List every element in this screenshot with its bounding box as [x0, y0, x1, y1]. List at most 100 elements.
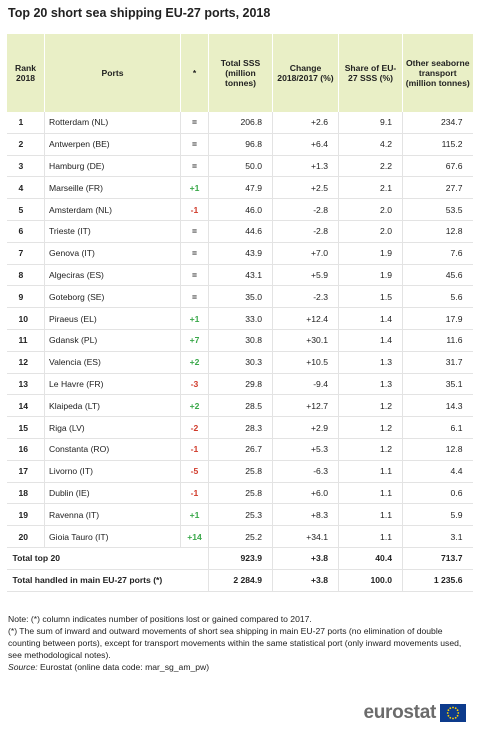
position-change-cell: +1 — [180, 503, 209, 527]
position-change-cell: = — [180, 285, 209, 309]
table-row: 13 Le Havre (FR) -3 29.8 -9.4 1.3 35.1 — [6, 373, 473, 396]
position-change-cell: +1 — [180, 176, 209, 200]
value-cell: -2.3 — [272, 285, 339, 309]
rank-cell: 18 — [6, 482, 45, 505]
port-cell: Algeciras (ES) — [44, 264, 181, 287]
value-cell: 27.7 — [402, 176, 473, 200]
value-cell: 1 235.6 — [402, 568, 473, 592]
value-cell: 28.3 — [208, 416, 273, 439]
total-label: Total handled in main EU-27 ports (*) — [6, 568, 209, 592]
value-cell: +6.0 — [272, 482, 339, 505]
port-cell: Rotterdam (NL) — [44, 112, 181, 134]
port-cell: Valencia (ES) — [44, 351, 181, 374]
table-row: 6 Trieste (IT) = 44.6 -2.8 2.0 12.8 — [6, 220, 473, 243]
value-cell: 234.7 — [402, 112, 473, 134]
value-cell: 4.2 — [338, 133, 403, 156]
table-row: 5 Amsterdam (NL) -1 46.0 -2.8 2.0 53.5 — [6, 198, 473, 221]
value-cell: 47.9 — [208, 176, 273, 200]
table-body: 1 Rotterdam (NL) = 206.8 +2.6 9.1 234.7 2 Antwer… — [6, 112, 473, 592]
value-cell: 29.8 — [208, 373, 273, 396]
table-row: 9 Goteborg (SE) = 35.0 -2.3 1.5 5.6 — [6, 285, 473, 309]
value-cell: 1.9 — [338, 264, 403, 287]
value-cell: +34.1 — [272, 525, 339, 548]
total-label: Total top 20 — [6, 546, 209, 570]
value-cell: 30.8 — [208, 329, 273, 352]
table-row: 18 Dublin (IE) -1 25.8 +6.0 1.1 0.6 — [6, 482, 473, 505]
port-cell: Piraeus (EL) — [44, 307, 181, 330]
column-header: Ports — [44, 34, 181, 112]
value-cell: +30.1 — [272, 329, 339, 352]
rank-cell: 8 — [6, 264, 45, 287]
value-cell: 1.2 — [338, 394, 403, 418]
table-row: 2 Antwerpen (BE) = 96.8 +6.4 4.2 115.2 — [6, 133, 473, 156]
rank-cell: 2 — [6, 133, 45, 156]
rank-cell: 4 — [6, 176, 45, 200]
table-row: 17 Livorno (IT) -5 25.8 -6.3 1.1 4.4 — [6, 460, 473, 483]
source-label: Source: — [8, 662, 38, 672]
rank-cell: 14 — [6, 394, 45, 418]
position-change-cell: -1 — [180, 482, 209, 505]
position-change-cell: = — [180, 220, 209, 243]
value-cell: +2.9 — [272, 416, 339, 439]
position-change-cell: +7 — [180, 329, 209, 352]
total-row: Total top 20 923.9 +3.8 40.4 713.7 — [6, 546, 473, 570]
value-cell: 4.4 — [402, 460, 473, 483]
value-cell: 44.6 — [208, 220, 273, 243]
rank-cell: 15 — [6, 416, 45, 439]
note: (*) The sum of inward and outward moveme… — [8, 626, 462, 660]
value-cell: +12.4 — [272, 307, 339, 330]
position-change-cell: = — [180, 112, 209, 134]
port-cell: Ravenna (IT) — [44, 503, 181, 527]
table-row: 10 Piraeus (EL) +1 33.0 +12.4 1.4 17.9 — [6, 307, 473, 330]
port-cell: Riga (LV) — [44, 416, 181, 439]
position-change-cell: = — [180, 264, 209, 287]
value-cell: 12.8 — [402, 220, 473, 243]
table-row: 4 Marseille (FR) +1 47.9 +2.5 2.1 27.7 — [6, 176, 473, 200]
value-cell: +3.8 — [272, 546, 339, 570]
value-cell: -6.3 — [272, 460, 339, 483]
value-cell: 35.1 — [402, 373, 473, 396]
value-cell: 1.4 — [338, 329, 403, 352]
port-cell: Hamburg (DE) — [44, 155, 181, 178]
value-cell: 12.8 — [402, 438, 473, 461]
column-header: Other seaborne transport (million tonnes… — [402, 34, 473, 112]
value-cell: 17.9 — [402, 307, 473, 330]
port-cell: Gioia Tauro (IT) — [44, 525, 181, 548]
position-change-cell: +1 — [180, 307, 209, 330]
rank-cell: 13 — [6, 373, 45, 396]
value-cell: 115.2 — [402, 133, 473, 156]
rank-cell: 11 — [6, 329, 45, 352]
value-cell: 2.0 — [338, 198, 403, 221]
value-cell: 1.9 — [338, 242, 403, 265]
value-cell: 206.8 — [208, 112, 273, 134]
table-row: 3 Hamburg (DE) = 50.0 +1.3 2.2 67.6 — [6, 155, 473, 178]
value-cell: 1.4 — [338, 307, 403, 330]
rank-cell: 6 — [6, 220, 45, 243]
value-cell: +5.3 — [272, 438, 339, 461]
port-cell: Gdansk (PL) — [44, 329, 181, 352]
rank-cell: 17 — [6, 460, 45, 483]
title: Top 20 short sea shipping EU-27 ports, 2… — [8, 6, 271, 20]
position-change-cell: -5 — [180, 460, 209, 483]
value-cell: +12.7 — [272, 394, 339, 418]
value-cell: 2.2 — [338, 155, 403, 178]
value-cell: +2.5 — [272, 176, 339, 200]
column-header: Total SSS (million tonnes) — [208, 34, 273, 112]
position-change-cell: -1 — [180, 198, 209, 221]
value-cell: 923.9 — [208, 546, 273, 570]
value-cell: 1.1 — [338, 503, 403, 527]
table-row: 8 Algeciras (ES) = 43.1 +5.9 1.9 45.6 — [6, 264, 473, 287]
position-change-cell: +14 — [180, 525, 209, 548]
value-cell: 25.2 — [208, 525, 273, 548]
value-cell: -2.8 — [272, 220, 339, 243]
rank-cell: 12 — [6, 351, 45, 374]
value-cell: 46.0 — [208, 198, 273, 221]
rank-cell: 5 — [6, 198, 45, 221]
position-change-cell: = — [180, 155, 209, 178]
logo: eurostat — [363, 702, 466, 724]
note: Note: (*) column indicates number of pos… — [8, 614, 312, 624]
value-cell: 14.3 — [402, 394, 473, 418]
position-change-cell: +2 — [180, 394, 209, 418]
value-cell: 9.1 — [338, 112, 403, 134]
value-cell: 67.6 — [402, 155, 473, 178]
